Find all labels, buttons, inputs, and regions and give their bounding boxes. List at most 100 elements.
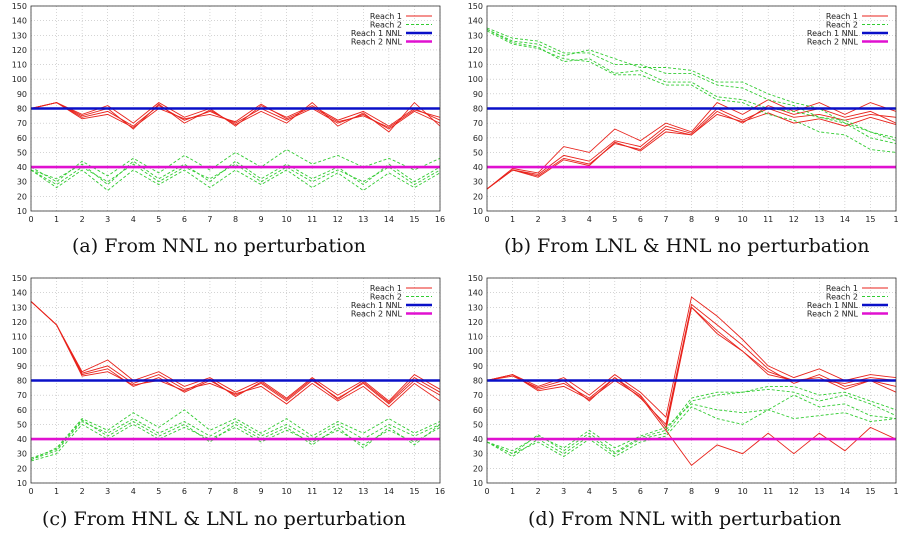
x-tick-label: 4: [587, 215, 592, 224]
y-tick-label: 120: [12, 46, 27, 55]
x-tick-label: 6: [638, 487, 643, 496]
x-tick-label: 8: [689, 487, 694, 496]
y-tick-label: 80: [473, 377, 483, 386]
legend-label: Reach 1 NNL: [351, 301, 403, 310]
x-tick-label: 15: [865, 487, 875, 496]
x-tick-label: 11: [307, 487, 317, 496]
panel-a: 10 20 30 40 50 60 70 80 90 100 110 120 130 140 150 0 1 2 3…: [0, 0, 445, 272]
x-tick-label: 1: [54, 215, 59, 224]
caption-d: (d) From NNL with perturbation: [528, 508, 842, 530]
reach1-series-line: [486, 112, 897, 190]
y-tick-label: 10: [17, 479, 27, 488]
reach2-series-line: [486, 30, 897, 153]
x-tick-label: 10: [282, 487, 292, 496]
x-tick-label: 15: [865, 215, 875, 224]
x-tick-label: 15: [409, 215, 419, 224]
legend-label: Reach 2 NNL: [807, 38, 859, 47]
y-tick-label: 80: [17, 105, 27, 114]
x-tick-label: 0: [28, 215, 33, 224]
x-tick-label: 10: [738, 215, 748, 224]
y-tick-label: 110: [12, 61, 27, 70]
reach2-series-line: [486, 28, 897, 139]
x-tick-label: 8: [233, 215, 238, 224]
y-tick-label: 80: [17, 377, 27, 386]
y-tick-label: 20: [473, 464, 483, 473]
x-tick-label: 1: [54, 487, 59, 496]
y-tick-label: 40: [473, 163, 483, 172]
reach1-series-line: [486, 99, 897, 190]
y-tick-label: 100: [12, 347, 27, 356]
x-tick-label: 6: [638, 215, 643, 224]
y-tick-label: 60: [473, 134, 483, 143]
x-tick-label: 13: [814, 487, 824, 496]
x-tick-label: 12: [789, 215, 799, 224]
y-tick-label: 90: [17, 90, 27, 99]
reach2-series-line: [30, 418, 441, 461]
y-tick-label: 110: [468, 333, 483, 342]
x-tick-label: 4: [587, 487, 592, 496]
x-tick-label: 12: [333, 487, 343, 496]
legend-label: Reach 2 NNL: [351, 310, 403, 319]
x-tick-label: 8: [233, 487, 238, 496]
y-tick-label: 80: [473, 105, 483, 114]
x-tick-label: 13: [358, 487, 368, 496]
reach2-series-line: [30, 419, 441, 459]
legend-label: Reach 2: [826, 293, 858, 302]
legend-label: Reach 2 NNL: [351, 38, 403, 47]
caption-a: (a) From NNL no perturbation: [72, 235, 366, 257]
x-tick-label: 16: [435, 215, 445, 224]
x-tick-label: 3: [561, 487, 566, 496]
legend-label: Reach 2 NNL: [807, 310, 859, 319]
x-tick-label: 3: [105, 215, 110, 224]
reach2-series-line: [486, 385, 897, 455]
x-tick-label: 15: [409, 487, 419, 496]
legend-label: Reach 2: [370, 293, 402, 302]
y-tick-label: 140: [468, 289, 483, 298]
panel-d: 10 20 30 40 50 60 70 80 90 100 110 120 130 140 150 0 1 2 3…: [456, 272, 901, 544]
x-tick-label: 14: [384, 215, 394, 224]
reach2-series-line: [486, 29, 897, 142]
x-tick-label: 13: [814, 215, 824, 224]
reach1-series-line: [486, 107, 897, 190]
y-tick-label: 30: [17, 178, 27, 187]
reach2-series-line: [30, 409, 441, 461]
y-tick-label: 70: [473, 391, 483, 400]
x-tick-label: 5: [612, 487, 617, 496]
legend-label: Reach 1 NNL: [807, 29, 859, 38]
x-tick-label: 7: [663, 215, 668, 224]
x-tick-label: 3: [561, 215, 566, 224]
y-tick-label: 100: [468, 75, 483, 84]
legend-label: Reach 1 NNL: [807, 301, 859, 310]
x-tick-label: 1: [893, 487, 898, 496]
reach2-series-line: [30, 163, 441, 186]
x-tick-label: 9: [715, 487, 720, 496]
x-tick-label: 3: [105, 487, 110, 496]
reach1-series-line: [30, 301, 441, 405]
x-tick-label: 5: [156, 487, 161, 496]
y-tick-label: 20: [17, 464, 27, 473]
plot-frame: [486, 277, 897, 484]
y-tick-label: 50: [17, 420, 27, 429]
y-tick-label: 20: [473, 192, 483, 201]
x-tick-label: 9: [715, 215, 720, 224]
legend-label: Reach 1: [370, 284, 402, 293]
reach1-series-line: [30, 102, 441, 129]
y-tick-label: 10: [17, 207, 27, 216]
x-tick-label: 5: [156, 215, 161, 224]
y-tick-label: 120: [12, 318, 27, 327]
plot-frame: [486, 5, 897, 212]
y-tick-label: 130: [12, 31, 27, 40]
y-tick-label: 150: [468, 2, 483, 11]
x-tick-label: 2: [536, 215, 541, 224]
reach2-series-line: [486, 388, 897, 458]
y-tick-label: 110: [468, 61, 483, 70]
reach1-series-line: [486, 306, 897, 429]
y-tick-label: 70: [17, 391, 27, 400]
x-tick-label: 9: [259, 487, 264, 496]
reach1-series-line: [486, 303, 897, 426]
x-tick-label: 11: [763, 487, 773, 496]
y-tick-label: 120: [468, 46, 483, 55]
